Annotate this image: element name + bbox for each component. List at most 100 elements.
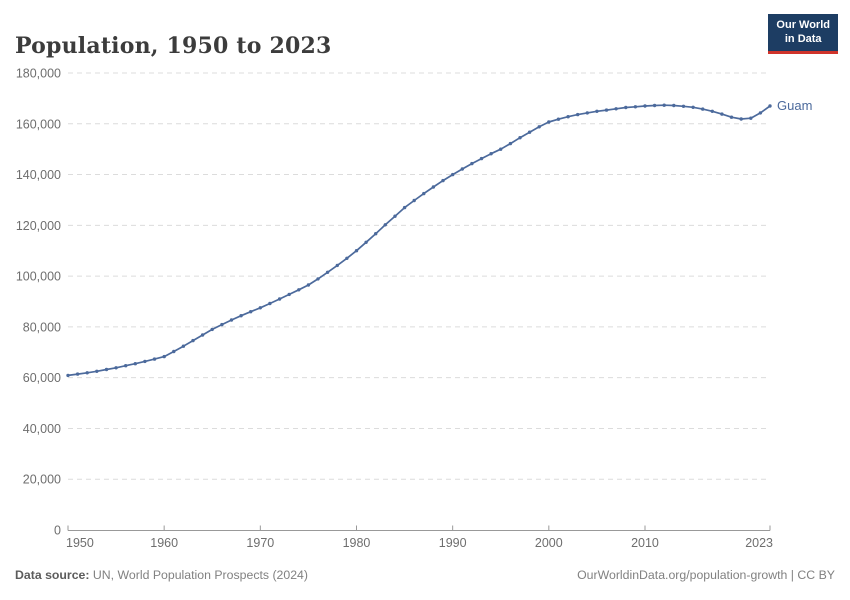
data-point <box>681 104 686 109</box>
series-label-guam: Guam <box>777 98 812 113</box>
data-point <box>499 147 503 151</box>
data-point <box>652 103 657 108</box>
data-point <box>229 318 234 322</box>
data-point <box>643 104 647 108</box>
data-point <box>614 107 618 111</box>
data-point <box>556 117 561 121</box>
data-point <box>210 327 214 332</box>
data-point <box>479 156 484 161</box>
data-point <box>537 125 541 129</box>
owid-logo-line2: in Data <box>784 32 822 45</box>
data-point <box>758 111 763 115</box>
data-point <box>345 256 349 260</box>
data-point <box>402 205 407 210</box>
chart-title: Population, 1950 to 2023 <box>15 32 332 59</box>
data-point <box>114 366 118 370</box>
x-tick-label: 1990 <box>439 536 467 550</box>
data-point <box>604 108 609 112</box>
y-tick-label: 60,000 <box>23 371 61 385</box>
attribution-link[interactable]: OurWorldinData.org/population-growth | C… <box>577 568 835 582</box>
data-point <box>489 152 493 156</box>
data-point <box>422 191 426 196</box>
x-tick-label: 1960 <box>150 536 178 550</box>
data-point <box>258 306 262 310</box>
data-point <box>527 130 532 134</box>
data-point <box>383 223 387 227</box>
y-tick-label: 40,000 <box>23 422 61 436</box>
data-point <box>633 105 638 109</box>
x-tick-label: 1970 <box>246 536 274 550</box>
data-point <box>749 116 753 120</box>
data-point <box>181 344 186 348</box>
data-point <box>66 373 70 378</box>
x-tick-label: 1950 <box>66 536 94 550</box>
y-tick-label: 20,000 <box>23 473 61 487</box>
data-point <box>470 161 474 166</box>
data-point <box>393 214 397 218</box>
data-point <box>585 111 589 115</box>
data-point <box>191 338 195 343</box>
data-point <box>364 240 368 244</box>
data-source-label: Data source: <box>15 568 90 582</box>
data-point <box>172 349 176 354</box>
data-point <box>412 198 416 203</box>
y-tick-label: 180,000 <box>16 67 61 81</box>
data-point <box>595 109 599 114</box>
data-point <box>249 310 253 314</box>
data-point <box>460 167 464 171</box>
y-tick-label: 160,000 <box>16 117 61 131</box>
data-point <box>325 270 330 274</box>
data-point <box>143 359 147 364</box>
y-tick-label: 80,000 <box>23 320 61 334</box>
data-point <box>720 112 724 116</box>
data-source-text: UN, World Population Prospects (2024) <box>92 568 308 582</box>
data-point <box>624 105 628 110</box>
data-point <box>768 104 772 108</box>
data-point <box>162 354 166 359</box>
data-point <box>104 367 109 372</box>
data-point <box>729 115 734 119</box>
data-point <box>576 112 580 117</box>
data-point <box>277 297 282 301</box>
data-point <box>354 249 359 253</box>
data-point <box>95 369 99 373</box>
data-point <box>133 362 137 366</box>
data-point <box>441 178 445 183</box>
data-point <box>316 277 320 281</box>
data-point <box>268 301 272 306</box>
data-point <box>710 109 714 114</box>
x-tick-label: 1980 <box>343 536 371 550</box>
data-point <box>547 120 551 124</box>
data-point <box>566 115 570 119</box>
data-point <box>85 371 89 375</box>
owid-logo-line1: Our World <box>776 19 830 31</box>
data-point <box>701 107 705 111</box>
data-point <box>152 357 157 361</box>
data-point <box>306 283 311 287</box>
x-tick-label: 2000 <box>535 536 563 550</box>
y-tick-label: 100,000 <box>16 270 61 284</box>
data-point <box>739 117 743 121</box>
data-point <box>662 103 666 107</box>
y-tick-label: 120,000 <box>16 219 61 233</box>
data-point <box>451 172 455 177</box>
chart-footer: Data source: UN, World Population Prospe… <box>0 568 850 582</box>
x-tick-label: 2010 <box>631 536 659 550</box>
data-point <box>518 136 522 140</box>
x-tick-label: 2023 <box>745 536 773 550</box>
data-point <box>508 141 513 146</box>
data-point <box>75 372 80 376</box>
data-point <box>672 103 676 108</box>
data-point <box>374 232 378 236</box>
guam-line <box>67 104 771 377</box>
data-point <box>431 185 436 189</box>
y-tick-label: 140,000 <box>16 168 61 182</box>
data-point <box>287 292 291 297</box>
y-tick-label: 0 <box>54 524 61 538</box>
data-point <box>335 263 339 268</box>
owid-logo[interactable]: Our World in Data <box>768 14 838 54</box>
data-point <box>239 314 243 318</box>
data-source-note: Data source: UN, World Population Prospe… <box>15 568 308 582</box>
